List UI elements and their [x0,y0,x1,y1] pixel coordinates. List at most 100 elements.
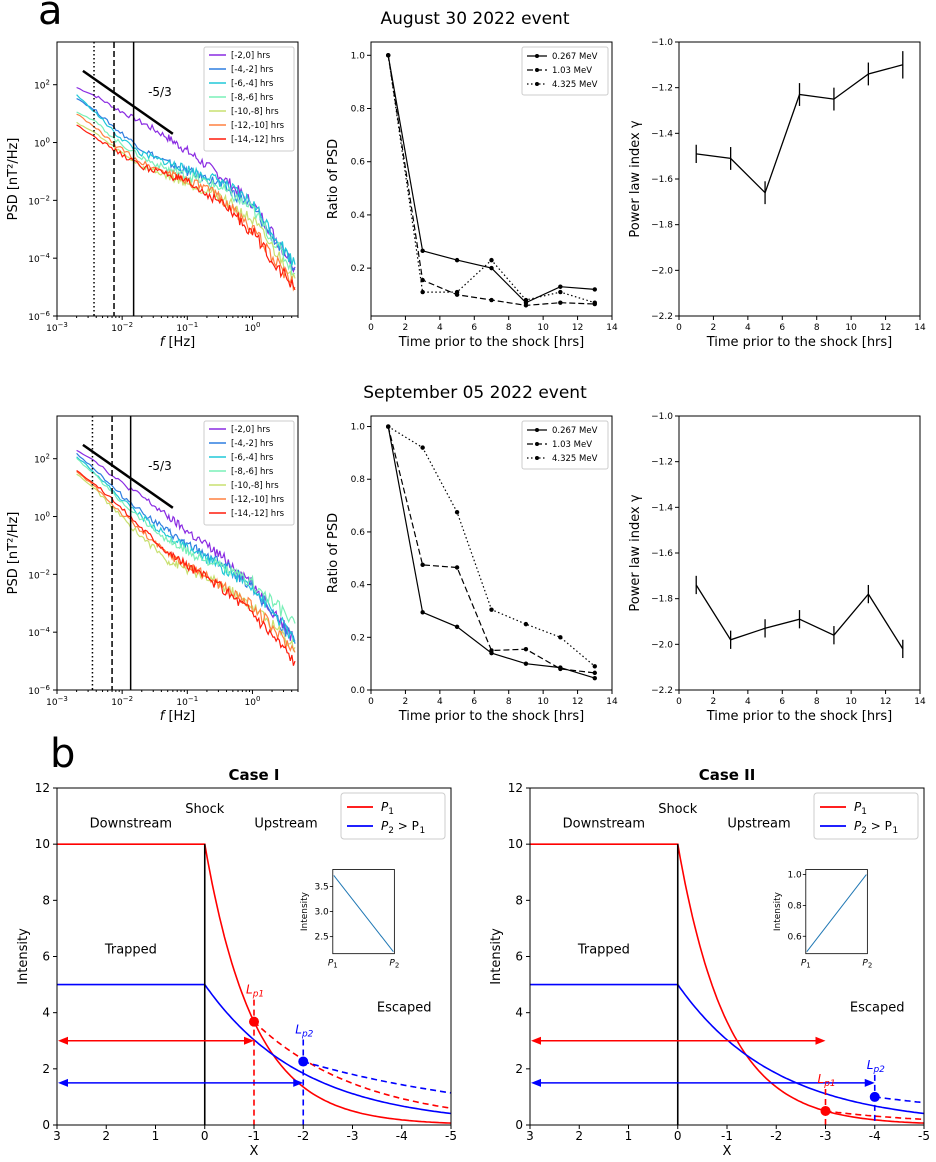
sep-ratio-xlabel: Time prior to the shock [hrs] [398,709,585,724]
sep-psd-legend: [-2,0] hrs [-4,-2] hrs [-6,-4] hrs [-8,-6] … [203,420,295,526]
case2-inset-ytick-label: 0.8 [787,901,802,911]
case2-xtick-label: -1 [721,1129,733,1143]
case1-lp1-label: Lp1 [246,983,264,1000]
sep-ratio-legend-marker [535,442,539,446]
aug-gamma-frame [678,41,921,317]
case2-ytick-label: 2 [515,1062,523,1076]
case1-p1-trapping-arrow-head-left [58,1036,68,1045]
case2-shock-label: Shock [658,802,698,817]
case2-p2-curve [530,983,925,1115]
sep-gamma-plot: 0 2 4 6 8 10 12 14 −2.2 −2.0 −1.8 −1.6 −1.4 −1.2 −1.0 T… [628,412,926,724]
aug-psd-xtick-label: 10−3 [46,321,68,334]
case1-escaped-label: Escaped [377,1000,432,1015]
aug-ratio-ytick-label: 0.8 [351,105,366,115]
case2-lp2-label: Lp2 [867,1058,885,1075]
aug-psd-series-line [76,111,296,276]
aug-gamma-ytick-label: −1.8 [651,221,673,231]
case1-title: Case I [228,766,279,784]
sep-psd-ylabel: PSD [nT²/Hz] [6,512,21,595]
aug-ratio-plot: 0 2 4 6 8 10 12 14 0.2 0.4 0.6 0.8 1.0 Time prior to … [326,46,618,350]
case1-legend-label: P2 > Px1 [381,819,425,836]
sep-psd-xtick-label: 10−1 [176,695,198,708]
case2-xtick-label: 2 [575,1129,583,1143]
case2-inset-ylabel: Intensity [773,891,783,931]
case2-p2-escaped-curve [874,1096,925,1104]
case1-xtick-label: -3 [347,1129,359,1143]
aug-ratio-data-point [420,289,425,295]
aug-ratio-data-point [558,289,563,295]
sep-gamma-ytick-label: −1.8 [651,595,673,605]
sep-psd-ytick-label: 102 [34,453,50,466]
case1-ytick-label: 12 [35,781,50,795]
case2-ytick-label: 8 [515,893,523,907]
case1-inset-ylabel: Intensity [300,891,310,931]
sep-ratio-xtick-label: 10 [537,697,549,707]
sep-gamma-xtick-label: 0 [676,697,682,707]
sep-ratio-data-point [592,664,597,669]
aug-gamma-xtick-label: 0 [676,323,682,333]
sep-ratio-xtick-label: 6 [471,697,477,707]
sep-ratio-data-point [558,666,563,672]
aug-psd-plot: -5/3 10−3 10−2 10−1 100 10−6 10−4 10−2 100 102 f [… [6,42,299,350]
aug-ratio-legend-box [521,46,609,96]
case2-inset-ytick-label: 1.0 [787,871,802,881]
aug-gamma-ytick-label: −2.2 [651,312,673,322]
case1-inset-ytick-label: 3.5 [314,882,328,892]
sep-gamma-ytick-label: −1.0 [651,412,673,422]
aug-ratio-xtick-label: 12 [572,323,583,333]
aug-ratio-data-point [558,300,563,305]
sep-ratio-ylabel: Ratio of PSD [326,513,341,593]
sep-gamma-xtick-label: 2 [711,697,717,707]
case1-shock-label: Shock [185,802,225,817]
sep-ratio-data-point [454,624,460,629]
sep-gamma-frame [678,415,921,691]
sep-psd-slope-label: -5/3 [148,459,172,473]
aug-ratio-data-point [420,248,425,254]
aug-psd-ytick-label: 10−2 [28,194,50,207]
aug-gamma-ytick-label: −2.0 [651,266,673,276]
aug-ratio-data-point [489,257,494,263]
aug-gamma-ytick-label: −1.4 [651,129,673,139]
aug-ratio-ytick-label: 0.6 [351,158,366,168]
sep-ratio-legend-label: 4.325 MeV [552,454,598,464]
case2-legend-label: P2 > Px1 [854,819,898,836]
aug-ratio-data-point [558,284,563,289]
aug-ratio-xlabel: Time prior to the shock [hrs] [398,335,585,350]
case1-p2-trapping-arrow-head-right [293,1078,304,1087]
aug-psd-xlabel: f [Hz] [160,335,195,350]
aug-psd-legend-label: [-6,-4] hrs [231,79,274,89]
event-title-aug: August 30 2022 event [380,9,569,29]
case2-inset-xtick-label: P1 [801,959,811,970]
aug-ratio-data-point [592,287,597,292]
aug-ratio-xtick-label: 10 [537,323,549,333]
sep-psd-frame [56,415,299,691]
aug-psd-ytick-label: 102 [34,79,50,92]
case1-frame [56,787,452,1126]
aug-gamma-xtick-label: 2 [711,323,717,333]
case2-xtick-label: -2 [770,1129,782,1143]
aug-gamma-ylabel: Power law index γ [628,120,643,237]
sep-ratio-ytick-label: 0.2 [351,633,365,643]
case2-inset-xtick-label: P2 [862,959,872,970]
case2-p1-trapping-arrow-head-left [531,1036,541,1045]
case1-ylabel: Intensity [16,928,31,985]
case1-ytick-label: 2 [42,1062,50,1076]
case1-ytick-label: 8 [42,893,50,907]
case1-lp1-marker [249,1016,259,1027]
case1-p1-curve [57,843,452,1124]
sep-ratio-ytick-label: 0.0 [351,686,366,696]
sep-ratio-legend-label: 0.267 MeV [552,426,598,436]
case2-ytick-label: 0 [515,1118,523,1132]
sep-gamma-xtick-label: 8 [814,697,820,707]
aug-ratio-legend-marker [535,82,539,86]
aug-psd-ytick-label: 10−4 [28,252,50,265]
case2-legend-box [813,792,919,840]
aug-ratio-data-point [454,289,460,295]
aug-psd-ylabel: PSD [nT²/Hz] [6,138,21,221]
aug-ratio-xtick-label: 6 [471,323,477,333]
case2-ylabel: Intensity [489,928,504,985]
case1-inset-ytick-label: 2.5 [314,933,328,943]
aug-ratio-legend-label: 4.325 MeV [552,80,598,90]
